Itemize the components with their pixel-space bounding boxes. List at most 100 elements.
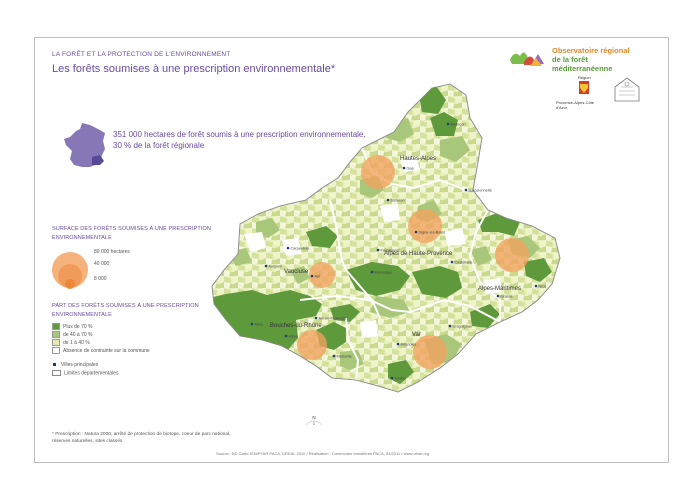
legend-surface-title-line2: ENVIRONNEMENTALE [52,235,112,241]
zone-mid [470,246,492,266]
city-label-gap: Gap [407,167,414,171]
legend-limits-label: Limites départementales [64,370,119,377]
footnote: * Prescription : Natura 2000, arrêté de … [52,431,292,445]
city-dot-manosque [370,270,374,274]
city-label-brian-on: Briançon [451,123,466,127]
map-kicker: LA FORÊT ET LA PROTECTION DE L'ENVIRONNE… [52,51,231,58]
headline-line1: 351 000 hectares de forêt soumis à une p… [113,130,366,139]
legend-proportional-circles [52,252,88,289]
zone-ventoux [306,226,338,248]
circle-var [413,335,447,369]
city-dot-aix-en-provence [314,316,318,320]
compass-rose-icon: N E S O [306,415,322,425]
zone-none [244,232,266,252]
dept-label-alpes-de-haute-provence: Alpes de Haute-Provence [384,251,453,257]
proportional-circles [297,155,529,369]
dept-border-var-north [299,294,501,323]
city-label-toulon: Toulon [395,377,406,381]
legend-cities-label: Villes principales [61,362,99,368]
forest-logo-icon [510,52,544,66]
zone-guillestre [440,136,470,162]
region-label: Région [578,75,591,80]
legend-class-over-70: Plus de 70 % [52,323,92,331]
legend-swatch [52,347,60,354]
partner-emblem-icon [614,77,640,102]
city-label-draguignan: Draguignan [453,325,473,329]
city-dot-carpentras [286,246,290,250]
city-label-apt: Apt [315,275,322,279]
zone-none [360,320,378,338]
circle-hautes-alpes [361,155,395,189]
map-title: Les forêts soumises à une prescription e… [52,63,336,75]
logo-text: Observatoire régional de la forêt médite… [552,46,644,73]
city-label-istres: Istres [289,335,298,339]
circle-vaucluse [309,262,335,288]
city-dot-sisteron [386,198,390,202]
city-label-castellane: Castellane [455,261,473,265]
region-outline [211,83,561,393]
city-label-arles: Arles [255,323,264,327]
legend-class-label: de 40 à 70 % [63,331,93,338]
legend-part-title-line2: ENVIRONNEMENTALE [52,312,112,318]
observatoire-logo[interactable]: Observatoire régional de la forêt médite… [508,44,644,73]
city-label-carpentras: Carpentras [291,247,310,251]
legend-department-limits: Limites départementales [52,370,118,378]
legend-class-label: Plus de 70 % [63,323,93,330]
legend-surface-title-line1: SURFACE DES FORÊTS SOUMISES À UNE PRESCR… [52,226,211,232]
city-dot-toulon [390,376,394,380]
forest-share-areas [212,86,552,388]
city-dot-marseille [332,354,336,358]
zone-porquerolles [452,370,474,388]
legend-class-label: Absence de contrainte sur la commune [63,347,150,354]
city-dot-digne-les-bains [414,230,418,234]
city-dot-forcalquier [376,248,380,252]
city-label-digne-les-bains: Digne-les-Bains [419,231,446,235]
dept-label-vaucluse: Vaucluse [284,269,309,275]
city-dot-grasse [496,294,500,298]
legend-class-none: Absence de contrainte sur la commune [52,347,150,355]
department-labels: Hautes-Alpes Alpes de Haute-Provence Vau… [270,156,521,338]
city-label-aix-en-provence: Aix-en-Provence [319,317,347,321]
city-dot-brignoles [396,342,400,346]
legend-class-1-40: de 1 à 40 % [52,339,90,347]
compass-n: N [312,415,315,420]
city-label-sisteron: Sisteron [391,199,405,203]
logo-line1: Observatoire régional [552,46,630,55]
footnote-line2: réserves naturelles, sites classés [52,439,123,444]
zone-none [444,228,466,246]
city-label-avignon: Avignon [269,265,283,269]
zone-roya [524,258,552,282]
legend-surface-title: SURFACE DES FORÊTS SOUMISES À UNE PRESCR… [52,225,211,243]
headline: 351 000 hectares de forêt soumis à une p… [113,129,366,151]
zone-none [380,204,400,222]
footnote-line1: * Prescription : Natura 2000, arrêté de … [52,432,231,437]
city-dot-avignon [264,264,268,268]
zone-queyras [430,112,458,136]
region-name: Provence-Alpes-Côte d'Azur [556,100,595,110]
city-dot-icon [53,363,56,367]
paca-forest-map[interactable]: Gap Briançon Barcelonnette Digne-les-Bains F… [195,80,655,425]
dept-border-alpes-maritimes [468,209,501,322]
source-line: Source : BD Carto IGN/PFAR PACA, DREAL 2… [216,451,430,456]
zone-verdon [412,266,462,298]
city-label-forcalquier: Forcalquier [381,249,401,253]
city-label-barcelonnette: Barcelonnette [469,189,492,193]
zone-hyeres [388,360,414,384]
logo-line2: de la forêt méditerranéenne [552,55,613,73]
city-label-manosque: Manosque [375,271,393,275]
city-label-nice: Nice [539,285,547,289]
city-label-brignoles: Brignoles [401,343,417,347]
city-markers: Gap Briançon Barcelonnette Digne-les-Bains F… [250,122,547,381]
city-dot-barcelonnette [464,188,468,192]
legend-part-title-line1: PART DES FORÊTS SOUMISES À UNE PRESCRIPT… [52,303,199,309]
city-dot-arles [250,322,254,326]
city-dot-draguignan [448,324,452,328]
dept-label-bouches-du-rhone: Bouches-du-Rhône [270,323,322,329]
city-label-grasse: Grasse [501,295,513,299]
city-dot-gap [402,166,406,170]
legend-value-40000: 40 000 [94,261,110,267]
headline-line2: 30 % de la forêt régionale [113,141,205,150]
city-dot-brian-on [446,122,450,126]
city-dot-istres [284,334,288,338]
legend-value-8000: 8 000 [94,276,107,282]
